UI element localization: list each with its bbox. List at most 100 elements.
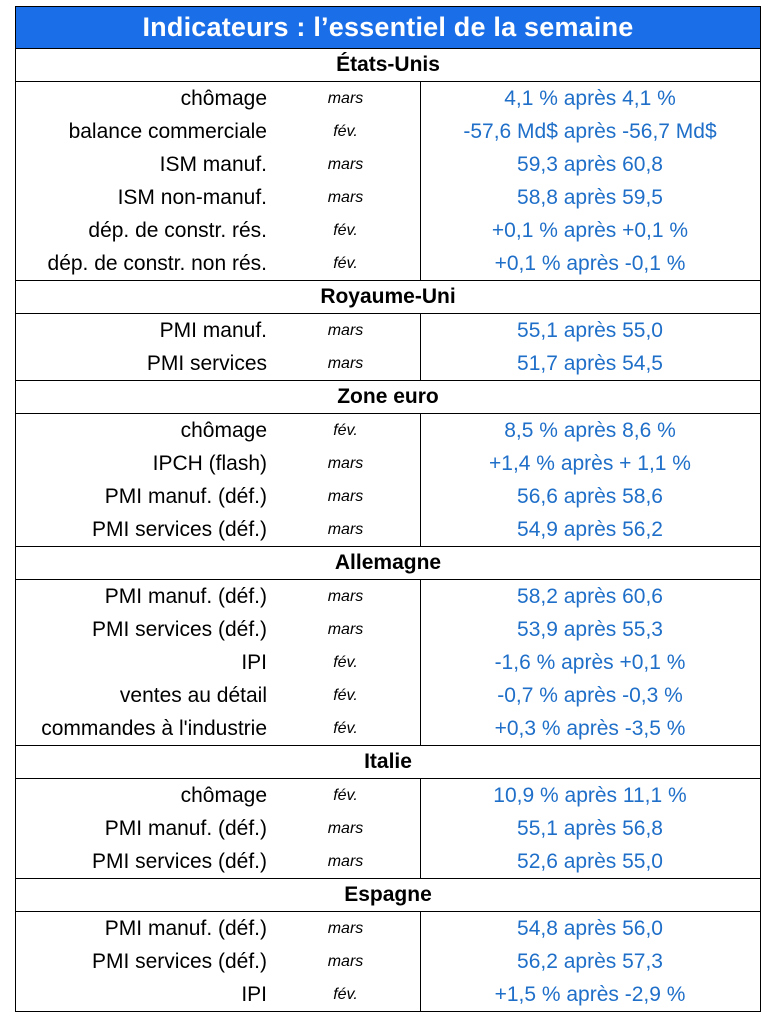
indicator-label: PMI manuf. (déf.) <box>104 816 267 840</box>
indicator-label: IPCH (flash) <box>152 451 267 475</box>
indicator-value: 59,3 après 60,8 <box>517 152 663 176</box>
indicator-label: ISM non-manuf. <box>117 185 267 209</box>
indicator-label: dép. de constr. non rés. <box>47 251 267 275</box>
indicator-value: 4,1 % après 4,1 % <box>504 86 676 110</box>
indicator-value: 58,8 après 59,5 <box>517 185 663 209</box>
indicator-period: fév. <box>333 221 358 239</box>
indicator-value: -0,7 % après -0,3 % <box>497 683 683 707</box>
indicator-period: mars <box>327 454 364 472</box>
section-body: chômage mars 4,1 % après 4,1 % balance comm… <box>16 82 760 281</box>
indicator-label: chômage <box>180 783 267 807</box>
indicator-period: fév. <box>333 786 358 804</box>
indicator-value: +1,5 % après -2,9 % <box>494 982 686 1006</box>
indicator-value: 51,7 après 54,5 <box>517 351 663 375</box>
table-row: chômage fév. 8,5 % après 8,6 % <box>16 414 760 447</box>
section-header: Zone euro <box>16 381 760 414</box>
indicator-value: 8,5 % après 8,6 % <box>504 418 676 442</box>
sections-container: États-Unis chômage mars 4,1 % après 4,1 % ba… <box>16 49 760 1011</box>
indicator-label: commandes à l'industrie <box>41 716 267 740</box>
section-body: chômage fév. 10,9 % après 11,1 % PMI manuf.… <box>16 779 760 879</box>
indicator-value: +0,3 % après -3,5 % <box>494 716 686 740</box>
indicator-value: 55,1 après 56,8 <box>517 816 663 840</box>
section-header: Espagne <box>16 879 760 912</box>
indicator-value: +0,1 % après -0,1 % <box>494 251 686 275</box>
indicator-value: 55,1 après 55,0 <box>517 318 663 342</box>
table-row: ISM manuf. mars 59,3 après 60,8 <box>16 148 760 181</box>
table-row: PMI manuf. mars 55,1 après 55,0 <box>16 314 760 347</box>
indicator-period: mars <box>327 919 364 937</box>
indicator-label: chômage <box>180 418 267 442</box>
indicator-label: PMI manuf. (déf.) <box>104 584 267 608</box>
indicator-label: PMI manuf. <box>159 318 267 342</box>
indicator-value: 53,9 après 55,3 <box>517 617 663 641</box>
section-body: PMI manuf. (déf.) mars 54,8 après 56,0 PMI … <box>16 912 760 1011</box>
table-row: chômage mars 4,1 % après 4,1 % <box>16 82 760 115</box>
table-row: IPI fév. +1,5 % après -2,9 % <box>16 978 760 1011</box>
table-row: ISM non-manuf. mars 58,8 après 59,5 <box>16 181 760 214</box>
indicator-period: mars <box>327 354 364 372</box>
indicator-period: fév. <box>333 122 358 140</box>
indicator-label: PMI manuf. (déf.) <box>104 484 267 508</box>
section-body: PMI manuf. mars 55,1 après 55,0 PMI service… <box>16 314 760 381</box>
indicator-period: mars <box>327 155 364 173</box>
section-header: Allemagne <box>16 547 760 580</box>
table-row: PMI services (déf.) mars 52,6 après 55,0 <box>16 845 760 878</box>
indicator-label: PMI services (déf.) <box>91 849 267 873</box>
indicator-label: PMI services (déf.) <box>91 949 267 973</box>
table-title: Indicateurs : l’essentiel de la semaine <box>16 7 760 49</box>
table-row: balance commerciale fév. -57,6 Md$ après -… <box>16 115 760 148</box>
indicator-period: mars <box>327 620 364 638</box>
indicator-value: -57,6 Md$ après -56,7 Md$ <box>463 119 717 143</box>
table-row: PMI services (déf.) mars 56,2 après 57,3 <box>16 945 760 978</box>
table-row: PMI manuf. (déf.) mars 55,1 après 56,8 <box>16 812 760 845</box>
indicator-period: fév. <box>333 686 358 704</box>
indicators-table: Indicateurs : l’essentiel de la semaine … <box>15 6 761 1012</box>
table-row: PMI services mars 51,7 après 54,5 <box>16 347 760 380</box>
indicator-label: ISM manuf. <box>159 152 267 176</box>
indicator-period: mars <box>327 89 364 107</box>
indicator-period: mars <box>327 520 364 538</box>
indicator-label: dép. de constr. rés. <box>88 218 267 242</box>
table-row: PMI manuf. (déf.) mars 58,2 après 60,6 <box>16 580 760 613</box>
indicator-period: fév. <box>333 254 358 272</box>
indicator-value: 58,2 après 60,6 <box>517 584 663 608</box>
section-header: Italie <box>16 746 760 779</box>
indicator-period: mars <box>327 188 364 206</box>
table-row: ventes au détail fév. -0,7 % après -0,3 % <box>16 679 760 712</box>
table-row: IPCH (flash) mars +1,4 % après + 1,1 % <box>16 447 760 480</box>
indicator-period: mars <box>327 487 364 505</box>
indicator-label: PMI services (déf.) <box>91 517 267 541</box>
indicator-value: 54,9 après 56,2 <box>517 517 663 541</box>
indicator-label: IPI <box>241 650 267 674</box>
indicator-period: fév. <box>333 719 358 737</box>
indicator-label: chômage <box>180 86 267 110</box>
table-row: commandes à l'industrie fév. +0,3 % après … <box>16 712 760 745</box>
indicator-period: fév. <box>333 985 358 1003</box>
indicator-value: 52,6 après 55,0 <box>517 849 663 873</box>
indicator-period: mars <box>327 819 364 837</box>
table-row: PMI services (déf.) mars 54,9 après 56,2 <box>16 513 760 546</box>
indicator-label: IPI <box>241 982 267 1006</box>
indicator-label: balance commerciale <box>68 119 267 143</box>
indicator-value: 56,2 après 57,3 <box>517 949 663 973</box>
indicator-value: -1,6 % après +0,1 % <box>494 650 686 674</box>
section-header: États-Unis <box>16 49 760 82</box>
indicator-period: fév. <box>333 421 358 439</box>
indicator-value: +0,1 % après +0,1 % <box>491 218 689 242</box>
section-body: PMI manuf. (déf.) mars 58,2 après 60,6 PMI … <box>16 580 760 746</box>
table-row: dép. de constr. non rés. fév. +0,1 % après… <box>16 247 760 280</box>
table-row: chômage fév. 10,9 % après 11,1 % <box>16 779 760 812</box>
indicator-value: 56,6 après 58,6 <box>517 484 663 508</box>
indicator-period: mars <box>327 952 364 970</box>
section-header: Royaume-Uni <box>16 281 760 314</box>
indicator-value: 54,8 après 56,0 <box>517 916 663 940</box>
table-row: PMI manuf. (déf.) mars 56,6 après 58,6 <box>16 480 760 513</box>
indicator-label: PMI services (déf.) <box>91 617 267 641</box>
indicator-label: ventes au détail <box>119 683 267 707</box>
indicator-label: PMI manuf. (déf.) <box>104 916 267 940</box>
indicator-period: fév. <box>333 653 358 671</box>
indicator-label: PMI services <box>146 351 267 375</box>
table-row: IPI fév. -1,6 % après +0,1 % <box>16 646 760 679</box>
table-row: PMI manuf. (déf.) mars 54,8 après 56,0 <box>16 912 760 945</box>
table-row: PMI services (déf.) mars 53,9 après 55,3 <box>16 613 760 646</box>
